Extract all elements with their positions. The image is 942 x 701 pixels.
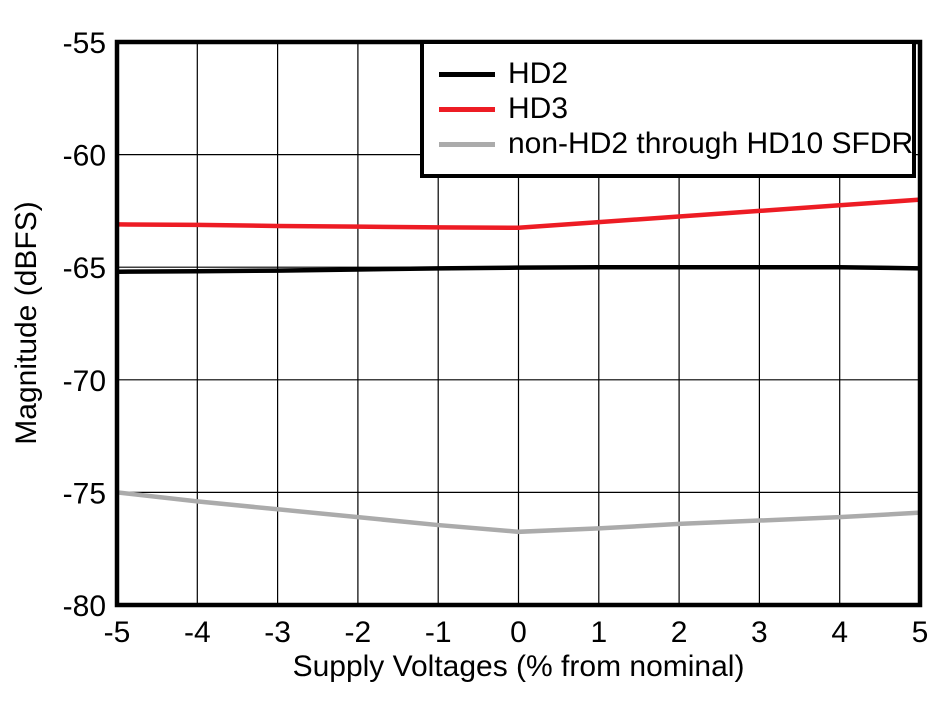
y-axis-label: Magnitude (dBFS) (10, 201, 43, 445)
y-tick-label: -75 (63, 477, 106, 510)
legend-line-swatch-hd2 (439, 71, 495, 77)
legend-label: HD2 (508, 57, 569, 90)
legend-label: HD3 (508, 92, 569, 125)
x-tick-label: -2 (345, 616, 372, 649)
legend-label: non-HD2 through HD10 SFDR (508, 127, 914, 160)
series-line-non-hd2-through-hd10-sfdr (116, 490, 921, 535)
legend: HD2 HD3 non-HD2 through HD10 SFDR (420, 40, 916, 178)
legend-item: HD2 (439, 57, 912, 90)
x-tick-label: 1 (590, 616, 607, 649)
y-tick-label: -60 (63, 140, 106, 173)
x-tick-label: 3 (751, 616, 768, 649)
legend-item: non-HD2 through HD10 SFDR (439, 127, 914, 160)
y-tick-label: -80 (63, 590, 106, 623)
x-tick-label: 2 (671, 616, 688, 649)
y-tick-label: -65 (63, 252, 106, 285)
x-tick-label: 4 (831, 616, 848, 649)
y-tick-label: -55 (63, 27, 106, 60)
legend-line-swatch-hd3 (439, 106, 495, 112)
x-tick-label: -1 (425, 616, 452, 649)
x-tick-label: -5 (104, 616, 131, 649)
x-tick-label: 5 (912, 616, 929, 649)
legend-line-swatch-sfdr (439, 141, 495, 147)
x-axis-label: Supply Voltages (% from nominal) (292, 650, 745, 683)
legend-item: HD3 (439, 92, 912, 125)
y-tick-label: -70 (63, 365, 106, 398)
x-tick-label: -3 (264, 616, 291, 649)
series-line-hd3 (116, 197, 921, 231)
series-line-hd2 (116, 264, 921, 274)
x-tick-label: -4 (184, 616, 211, 649)
x-tick-label: 0 (510, 616, 527, 649)
